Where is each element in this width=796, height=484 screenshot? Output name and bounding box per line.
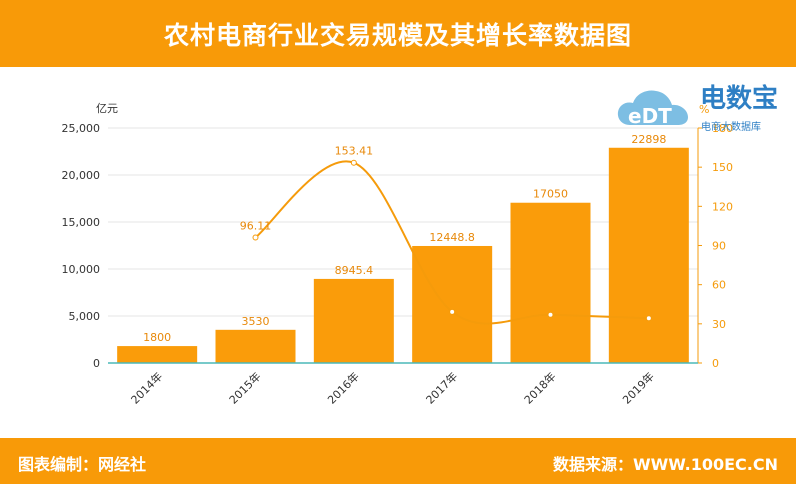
x-tick-label: 2017年 [423,369,460,406]
right-tick-label: 30 [712,318,726,331]
x-tick-label: 2016年 [324,369,361,406]
right-tick-label: 120 [712,200,733,213]
left-tick-label: 10,000 [62,263,101,276]
left-tick-label: 0 [93,357,100,370]
line-series: 96.11 153.41 [240,145,652,325]
x-tick-label: 2018年 [521,369,558,406]
right-tick-label: 90 [712,240,726,253]
bar-value-label: 12448.8 [429,231,475,244]
line-value-label: 153.41 [335,145,374,158]
bar [117,346,198,363]
footer-bar: 图表编制：网经社 数据来源：WWW.100EC.CN [0,438,796,484]
x-tick-label: 2019年 [619,369,656,406]
line-point [350,159,357,166]
right-tick-label: 60 [712,279,726,292]
footer-credit: 图表编制：网经社 [18,455,147,474]
header-bar: 农村电商行业交易规模及其增长率数据图 [0,0,796,67]
footer-source: 数据来源：WWW.100EC.CN [552,455,778,474]
logo: eDT 电数宝 电商大数据库 [617,83,778,133]
x-axis: 2014年 2015年 2016年 2017年 2018年 2019年 [108,362,698,407]
x-tick-label: 2014年 [128,369,165,406]
bar [313,278,394,363]
right-axis: 0 30 60 90 120 150 180 [697,122,733,370]
x-tick-label: 2015年 [226,369,263,406]
bar-series: 1800 3530 8945.4 12448.8 17050 22898 [117,133,689,363]
growth-line [254,160,649,325]
bar [608,147,689,363]
cloud-icon [617,90,688,125]
logo-name: 电数宝 [700,83,778,114]
bar-value-label: 17050 [533,188,568,201]
left-axis: 0 5,000 10,000 15,000 20,000 25,000 [62,122,101,370]
logo-subtitle: 电商大数据库 [701,120,761,133]
bar [412,245,493,363]
line-value-label: 96.11 [240,220,272,233]
bar-value-label: 1800 [143,331,171,344]
right-tick-label: 150 [712,161,733,174]
line-point [645,315,652,322]
right-axis-unit: % [699,103,709,116]
page-title: 农村电商行业交易规模及其增长率数据图 [163,20,632,50]
left-tick-label: 25,000 [62,122,101,135]
line-point [547,311,554,318]
bar [215,329,296,363]
line-point [252,234,259,241]
right-tick-label: 0 [712,357,719,370]
bar-value-label: 22898 [631,133,666,146]
right-tick-label: 180 [712,122,733,135]
bar [510,202,591,363]
bar-value-label: 8945.4 [335,264,374,277]
logo-badge: eDT [628,104,672,128]
left-axis-unit: 亿元 [96,102,118,115]
left-tick-label: 5,000 [69,310,101,323]
left-tick-label: 15,000 [62,216,101,229]
line-point [449,308,456,315]
left-tick-label: 20,000 [62,169,101,182]
bar-value-label: 3530 [242,315,270,328]
